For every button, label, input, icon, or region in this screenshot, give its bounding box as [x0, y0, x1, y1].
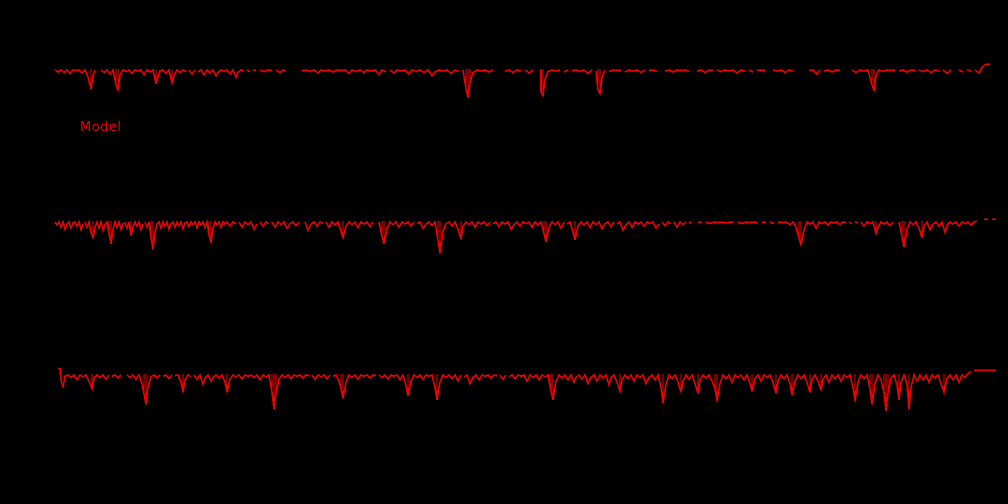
model-spectrum-trace [54, 218, 996, 254]
order-trace-3 [58, 368, 996, 411]
order-trace-2 [54, 218, 996, 254]
model-legend-label: Model [80, 120, 122, 135]
order-trace-1 [54, 63, 990, 99]
model-spectrum-trace [54, 63, 990, 99]
